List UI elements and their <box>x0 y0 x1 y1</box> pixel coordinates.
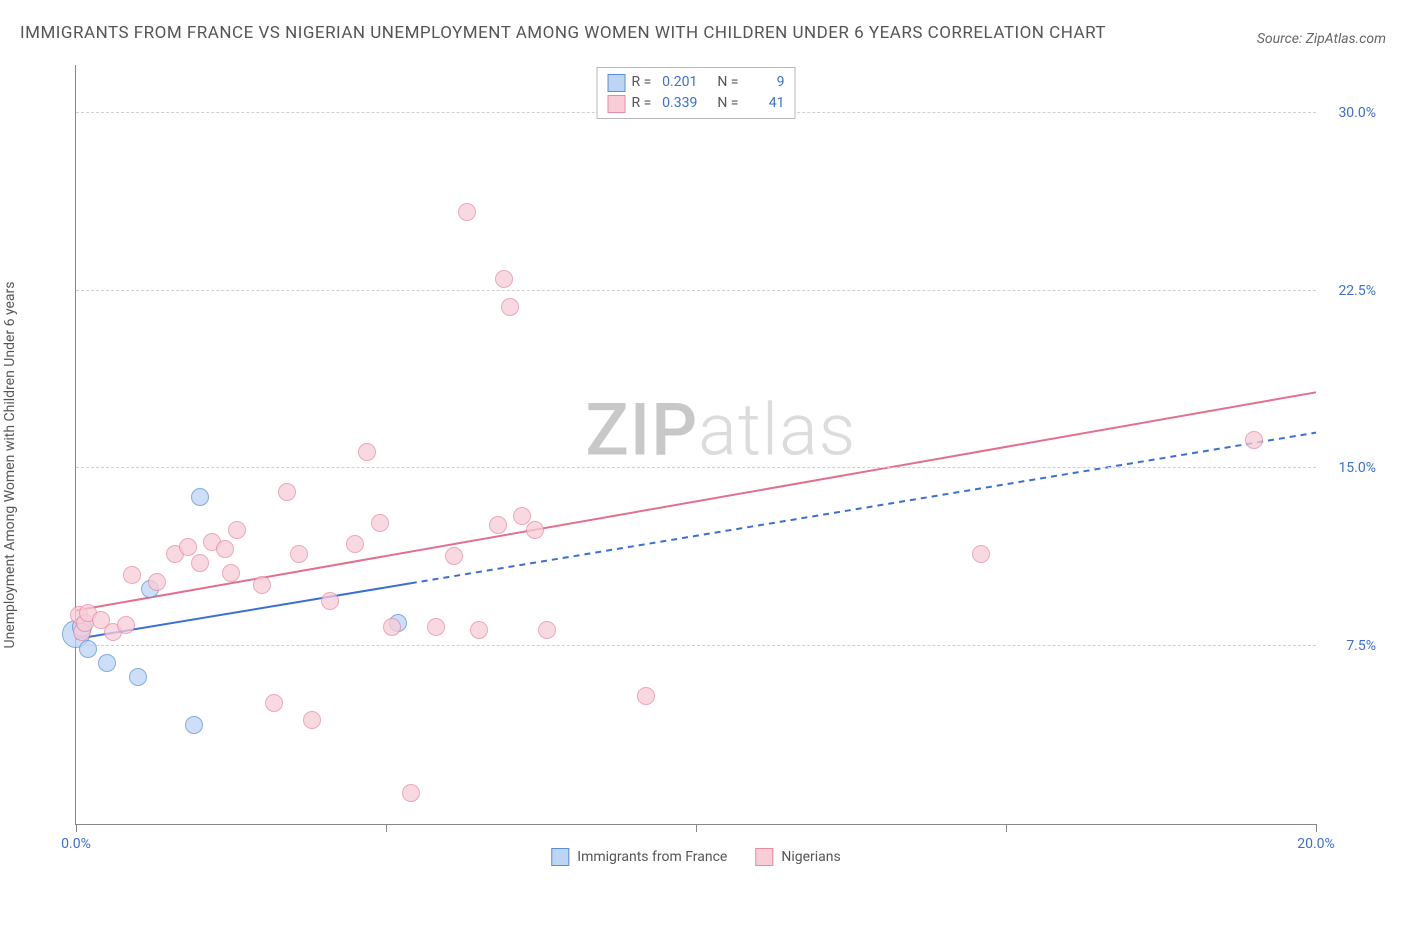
legend-item: Immigrants from France <box>551 848 727 866</box>
source-attribution: Source: ZipAtlas.com <box>1257 31 1386 47</box>
scatter-point-france <box>79 640 97 658</box>
n-value: 41 <box>744 93 784 114</box>
gridline <box>76 467 1316 468</box>
n-value: 9 <box>744 72 784 93</box>
scatter-point-nigeria <box>346 535 364 553</box>
scatter-point-nigeria <box>222 564 240 582</box>
y-axis-label: Unemployment Among Women with Children U… <box>2 282 18 649</box>
r-label: R = <box>632 72 652 93</box>
scatter-point-nigeria <box>501 298 519 316</box>
scatter-point-nigeria <box>191 554 209 572</box>
scatter-point-nigeria <box>321 592 339 610</box>
x-tick <box>386 824 387 832</box>
scatter-point-nigeria <box>179 538 197 556</box>
scatter-point-nigeria <box>538 621 556 639</box>
scatter-point-nigeria <box>445 547 463 565</box>
r-value: 0.339 <box>657 93 697 114</box>
gridline <box>76 290 1316 291</box>
stats-legend-row-nigeria: R =0.339 N = 41 <box>608 93 785 114</box>
legend-swatch-icon <box>608 95 626 113</box>
scatter-point-nigeria <box>470 621 488 639</box>
scatter-point-nigeria <box>637 687 655 705</box>
chart-title: IMMIGRANTS FROM FRANCE VS NIGERIAN UNEMP… <box>20 20 1106 47</box>
scatter-point-nigeria <box>117 616 135 634</box>
scatter-point-france <box>129 668 147 686</box>
x-tick <box>76 824 77 832</box>
scatter-point-nigeria <box>458 203 476 221</box>
scatter-point-nigeria <box>253 576 271 594</box>
scatter-point-nigeria <box>495 270 513 288</box>
legend-label: Immigrants from France <box>577 849 727 865</box>
scatter-point-nigeria <box>303 711 321 729</box>
scatter-point-france <box>191 488 209 506</box>
x-tick <box>696 824 697 832</box>
stats-legend-row-france: R =0.201 N = 9 <box>608 72 785 93</box>
y-tick-label: 7.5% <box>1321 638 1376 654</box>
scatter-point-nigeria <box>265 694 283 712</box>
scatter-point-france <box>98 654 116 672</box>
y-tick-label: 15.0% <box>1321 460 1376 476</box>
scatter-point-nigeria <box>228 521 246 539</box>
scatter-point-nigeria <box>290 545 308 563</box>
scatter-point-nigeria <box>371 514 389 532</box>
x-tick-label: 0.0% <box>61 836 91 852</box>
x-tick <box>1006 824 1007 832</box>
scatter-point-nigeria <box>427 618 445 636</box>
y-tick-label: 30.0% <box>1321 105 1376 121</box>
scatter-point-nigeria <box>216 540 234 558</box>
scatter-point-nigeria <box>402 784 420 802</box>
legend-item: Nigerians <box>755 848 840 866</box>
plot-container: Unemployment Among Women with Children U… <box>20 55 1386 875</box>
legend-swatch-icon <box>551 848 569 866</box>
scatter-point-nigeria <box>972 545 990 563</box>
n-label: N = <box>717 72 738 93</box>
n-label: N = <box>717 93 738 114</box>
y-tick-label: 22.5% <box>1321 283 1376 299</box>
scatter-point-nigeria <box>383 618 401 636</box>
r-label: R = <box>632 93 652 114</box>
scatter-point-nigeria <box>358 443 376 461</box>
correlation-chart: IMMIGRANTS FROM FRANCE VS NIGERIAN UNEMP… <box>20 20 1386 910</box>
r-value: 0.201 <box>657 72 697 93</box>
scatter-point-nigeria <box>278 483 296 501</box>
scatter-point-nigeria <box>123 566 141 584</box>
scatter-point-nigeria <box>526 521 544 539</box>
x-tick-label: 20.0% <box>1297 836 1335 852</box>
scatter-point-france <box>185 716 203 734</box>
legend-label: Nigerians <box>781 849 840 865</box>
plot-area: ZIPatlas R =0.201N =9R =0.339N =41 Immig… <box>75 65 1316 825</box>
series-legend: Immigrants from France Nigerians <box>551 848 840 866</box>
scatter-point-nigeria <box>148 573 166 591</box>
title-row: IMMIGRANTS FROM FRANCE VS NIGERIAN UNEMP… <box>20 20 1386 47</box>
trend-lines <box>76 65 1316 824</box>
scatter-point-nigeria <box>489 516 507 534</box>
scatter-point-nigeria <box>1245 431 1263 449</box>
x-tick <box>1316 824 1317 832</box>
gridline <box>76 645 1316 646</box>
trend-line-dashed-france <box>411 433 1316 584</box>
legend-swatch-icon <box>608 74 626 92</box>
legend-swatch-icon <box>755 848 773 866</box>
stats-legend: R =0.201 N = 9 R =0.339 N = 41 <box>597 67 796 119</box>
